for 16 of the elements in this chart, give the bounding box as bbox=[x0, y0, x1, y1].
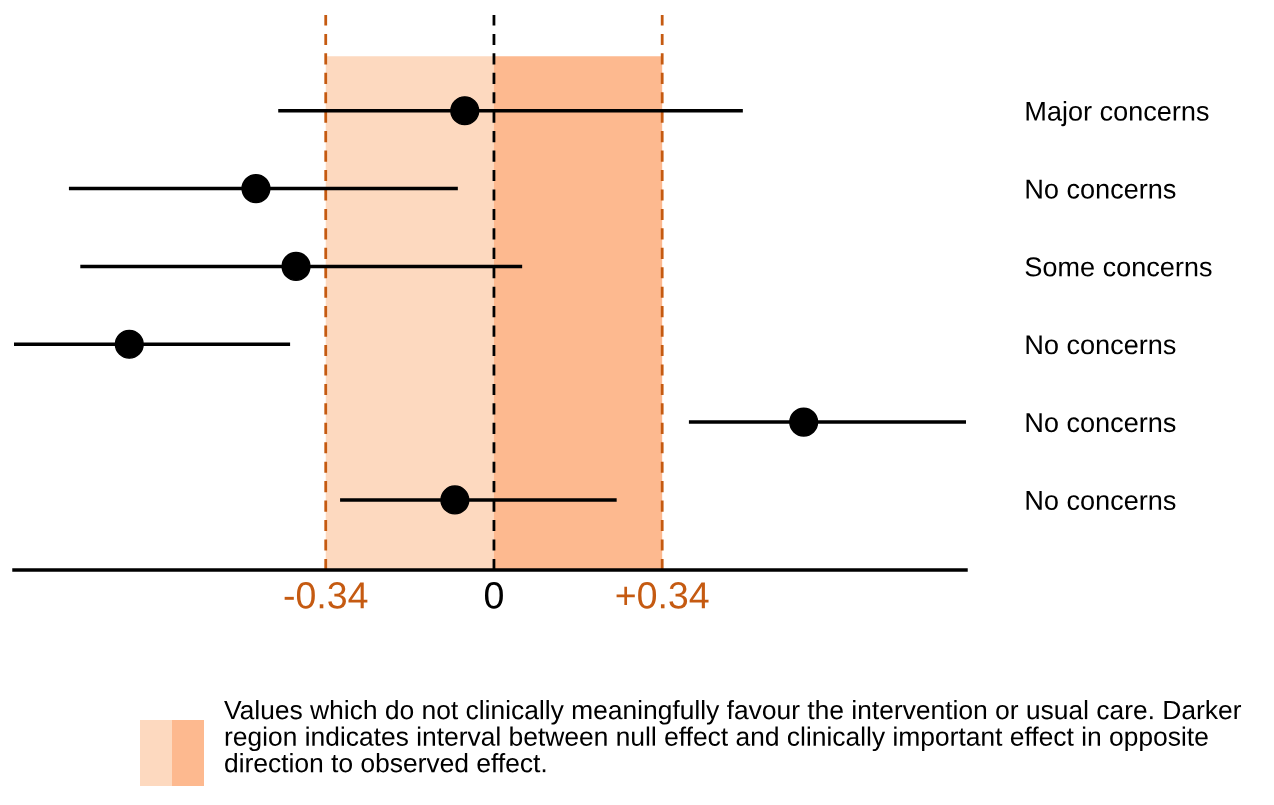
y-tick-label: No concerns bbox=[1026, 179, 1176, 199]
x-tick-label: 0 bbox=[485, 582, 503, 609]
x-tick-label: +0.34 bbox=[616, 582, 709, 609]
y-tick-label: No concerns bbox=[1026, 491, 1176, 511]
y-tick-label: Some concerns bbox=[1025, 257, 1212, 277]
point bbox=[114, 329, 144, 359]
point bbox=[440, 485, 470, 515]
x-tick-label: -0.34 bbox=[284, 582, 368, 609]
text: Values which do not clinically meaningfully favour the intervention or usual care. Darker region indicates interval between null effect and clinically important effect in opposite direction to observed effect. bbox=[224, 700, 1242, 773]
point bbox=[281, 251, 311, 282]
y-tick-label: No concerns bbox=[1026, 335, 1176, 355]
point bbox=[450, 96, 480, 126]
y-tick-label: No concerns bbox=[1026, 413, 1176, 433]
point bbox=[789, 407, 819, 437]
point bbox=[241, 173, 271, 204]
y-tick-label: Major concerns bbox=[1026, 100, 1209, 127]
